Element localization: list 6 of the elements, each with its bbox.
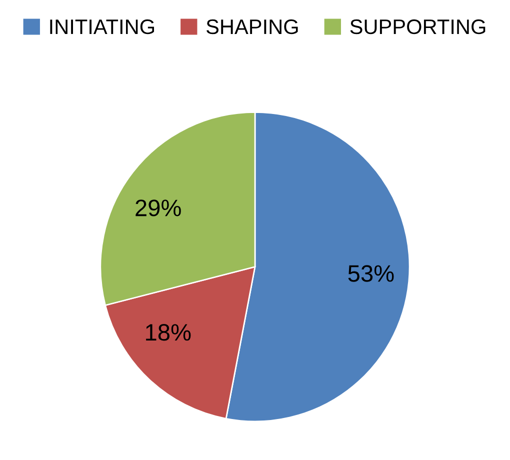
data-label: 53% (348, 265, 394, 282)
data-label: 29% (136, 200, 181, 216)
legend-label: SUPPORTING (350, 19, 486, 34)
legend-label: SHAPING (206, 19, 298, 34)
legend-label: INITIATING (50, 19, 154, 34)
data-label: 18% (146, 324, 191, 341)
